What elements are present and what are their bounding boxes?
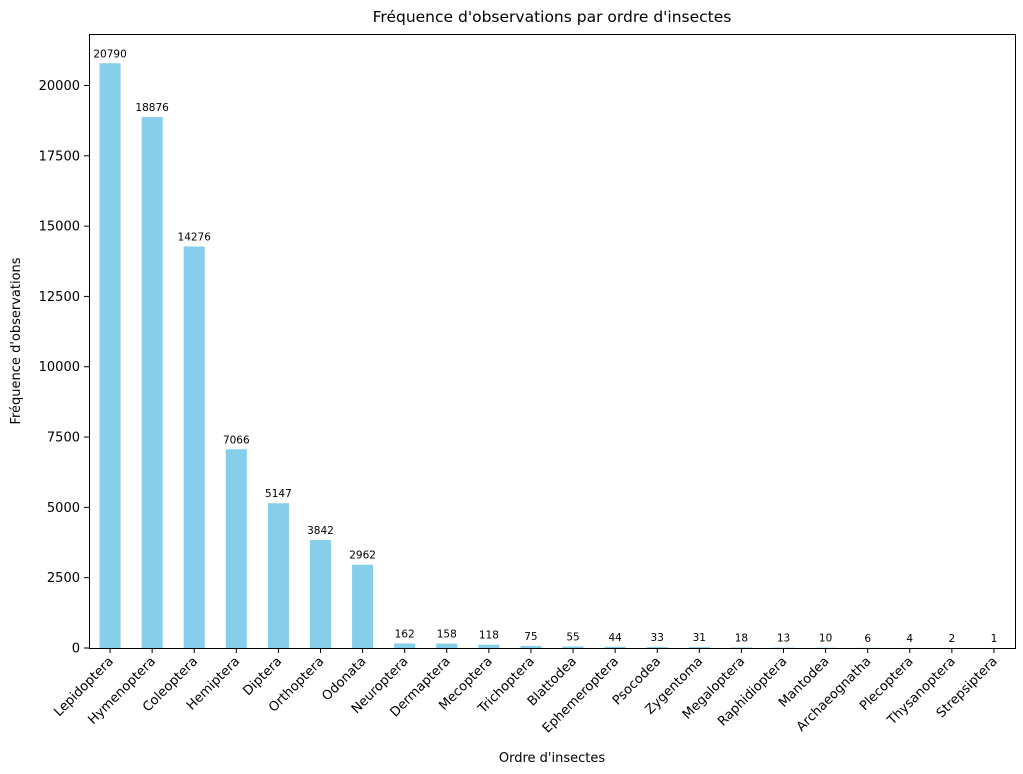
bar-value-label: 55 bbox=[566, 631, 579, 643]
bar-value-label: 10 bbox=[819, 633, 832, 645]
y-tick-label: 17500 bbox=[39, 149, 80, 164]
bar-hemiptera bbox=[225, 449, 247, 648]
bars-group bbox=[99, 63, 1005, 649]
bar-odonata bbox=[352, 564, 374, 648]
y-tick-label: 2500 bbox=[47, 571, 80, 586]
bar-value-label: 33 bbox=[651, 632, 664, 644]
y-axis-title: Fréquence d'observations bbox=[9, 257, 24, 424]
bar-lepidoptera bbox=[99, 63, 121, 648]
bar-value-label: 1 bbox=[991, 633, 998, 645]
y-tick-label: 20000 bbox=[39, 79, 80, 94]
bar-value-label: 4 bbox=[906, 633, 913, 645]
bar-value-label: 158 bbox=[437, 629, 457, 641]
bar-zygentoma bbox=[688, 647, 710, 648]
bar-orthoptera bbox=[309, 539, 332, 648]
bar-value-label: 118 bbox=[479, 630, 499, 642]
y-tick-label: 10000 bbox=[39, 360, 80, 375]
x-tick-label: Archaeognatha bbox=[794, 654, 875, 735]
x-tick-label: Ephemeroptera bbox=[540, 654, 622, 736]
y-tick-label: 0 bbox=[72, 642, 80, 657]
x-axis-title: Ordre d'insectes bbox=[499, 751, 605, 766]
x-axis: LepidopteraHymenopteraColeopteraHemipter… bbox=[51, 648, 1001, 736]
bar-value-label: 3842 bbox=[307, 525, 334, 537]
bar-blattodea bbox=[562, 646, 584, 648]
bar-value-label: 18 bbox=[735, 632, 748, 644]
y-tick-label: 7500 bbox=[47, 431, 80, 446]
y-axis: 0 2500 5000 7500 10000 12500 15000 17500 20000 bbox=[39, 79, 89, 657]
bar-psocodea bbox=[646, 647, 668, 648]
y-tick-label: 12500 bbox=[39, 290, 80, 305]
y-tick-label: 15000 bbox=[39, 220, 80, 235]
bar-value-label: 13 bbox=[777, 633, 790, 645]
y-tick-label: 5000 bbox=[47, 501, 80, 516]
bar-value-label: 14276 bbox=[178, 231, 212, 243]
bar-hymenoptera bbox=[141, 117, 163, 649]
chart-title: Fréquence d'observations par ordre d'ins… bbox=[373, 8, 732, 26]
bar-diptera bbox=[267, 503, 289, 648]
bar-value-label: 75 bbox=[524, 631, 537, 643]
bar-megaloptera bbox=[730, 647, 752, 648]
bar-ephemeroptera bbox=[604, 646, 626, 648]
bar-value-label: 20790 bbox=[93, 48, 126, 60]
bar-value-label: 5147 bbox=[265, 488, 292, 500]
bar-coleoptera bbox=[183, 246, 205, 648]
plot-frame bbox=[89, 34, 1016, 649]
bar-value-label: 18876 bbox=[135, 102, 169, 114]
bar-value-label: 2962 bbox=[349, 550, 376, 562]
bar-value-label: 162 bbox=[395, 628, 415, 640]
bar-value-label: 2 bbox=[949, 633, 956, 645]
bar-neuroptera bbox=[394, 643, 416, 648]
bar-value-label: 31 bbox=[693, 632, 706, 644]
bar-mecoptera bbox=[478, 644, 500, 648]
bar-value-label: 7066 bbox=[223, 434, 250, 446]
bar-trichoptera bbox=[520, 645, 542, 648]
bar-dermaptera bbox=[436, 643, 458, 648]
bar-value-label: 44 bbox=[608, 632, 622, 644]
bar-value-label: 6 bbox=[864, 633, 871, 645]
